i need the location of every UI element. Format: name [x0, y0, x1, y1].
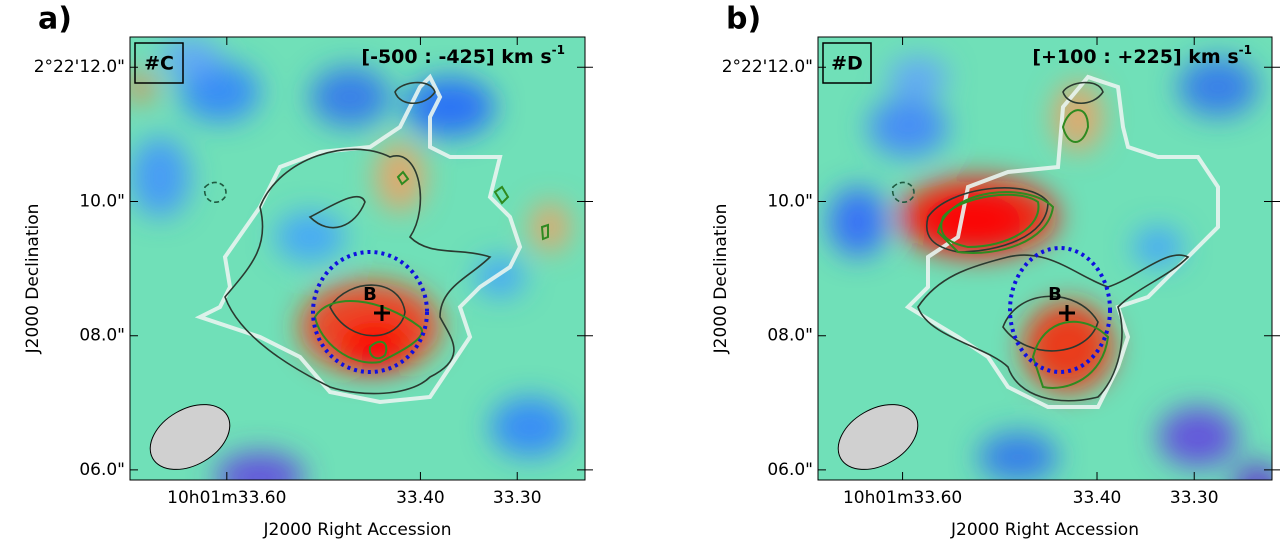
source-cross [374, 305, 390, 321]
dashed-contour [203, 181, 227, 203]
map-blob [978, 432, 1058, 480]
green-contour [936, 191, 1055, 254]
velocity-range: [+100 : +225] km s-1 [1032, 43, 1252, 68]
velocity-exponent: -1 [1239, 43, 1252, 57]
y-tick-label: 08.0" [79, 326, 125, 346]
velocity-exponent: -1 [552, 43, 565, 57]
x-tick-label: 33.30 [493, 488, 542, 508]
y-tick-label: 08.0" [767, 326, 813, 346]
map-blob [868, 97, 948, 157]
x-tick-label: 33.40 [396, 488, 445, 508]
x-tick-label: 10h01m33.60 [167, 488, 286, 508]
map-blob [340, 322, 410, 372]
panel-tag: #D [831, 53, 863, 75]
tag-box [134, 42, 184, 84]
dark-contour [917, 254, 1190, 402]
green-contour [1061, 109, 1090, 143]
x-tick-label: 33.40 [1073, 488, 1122, 508]
green-contour [313, 300, 423, 364]
y-axis-label: J2000 Declination [711, 204, 731, 355]
x-tick-label: 33.30 [1170, 488, 1219, 508]
map-blob [1234, 462, 1272, 480]
y-tick-label: 06.0" [767, 460, 813, 480]
overlay: B [149, 73, 549, 470]
map-blob [475, 257, 525, 297]
map-blob [530, 202, 570, 252]
x-axis-label: J2000 Right Accession [263, 520, 452, 540]
map-blob [130, 72, 155, 102]
green-contour [540, 223, 549, 241]
map-blob [1158, 407, 1238, 467]
x-axis-label: J2000 Right Accession [950, 520, 1139, 540]
y-tick-label: 10.0" [79, 191, 125, 211]
map-blobs [828, 57, 1272, 480]
frame [817, 36, 1273, 481]
dark-contour [1062, 81, 1104, 105]
panel-label: a) [38, 2, 72, 37]
panel: B #D [+100 : +225] km s-1 10h01m33.60 33.40 3… [711, 36, 1280, 540]
map-blob [180, 62, 260, 122]
panel-label: b) [726, 2, 761, 37]
x-tick-label: 10h01m33.60 [843, 488, 962, 508]
white-contour [194, 73, 523, 405]
source-label: B [363, 284, 377, 305]
white-contour [904, 74, 1220, 409]
dark-contour [394, 81, 436, 105]
dark-contour [308, 195, 366, 229]
map-blob [888, 57, 948, 97]
source-cross [1059, 305, 1075, 321]
y-tick-label: 10.0" [767, 191, 813, 211]
y-tick-label: 2°22'12.0" [34, 57, 125, 77]
aperture [311, 250, 429, 374]
map-blob [130, 137, 190, 217]
map-blob [405, 77, 495, 137]
dark-contour [329, 284, 406, 337]
dark-contour [224, 148, 492, 395]
green-contour [1031, 320, 1110, 389]
dark-contour [1002, 295, 1099, 352]
source-label: B [1048, 284, 1062, 305]
map-blob [215, 452, 305, 480]
frame [129, 36, 586, 481]
green-contour [493, 185, 510, 205]
panel-tag: #C [144, 53, 174, 75]
beam [149, 404, 231, 470]
map-blob [375, 142, 425, 212]
map-blob [490, 397, 570, 457]
panel: B #C [-500 : -425] km s-1 10h01m33.60 33.40 3… [23, 36, 593, 540]
map-blob [828, 187, 888, 257]
map-blob [310, 67, 390, 127]
velocity-text: [-500 : -425] km s [361, 46, 551, 68]
velocity-range: [-500 : -425] km s-1 [361, 43, 565, 68]
map-blob [1178, 57, 1258, 117]
overlay: B [837, 74, 1220, 470]
map-blob [923, 197, 1023, 247]
map-image: B [818, 37, 1272, 480]
dashed-contour [891, 181, 915, 203]
tag-box [822, 42, 872, 84]
beam [837, 404, 919, 470]
map-image: B [130, 37, 585, 480]
aperture [1008, 246, 1112, 374]
green-contour [368, 340, 388, 360]
map-blob [275, 212, 345, 262]
map-blob [160, 37, 220, 77]
y-tick-label: 2°22'12.0" [722, 57, 813, 77]
green-contour [940, 193, 1040, 249]
y-tick-label: 06.0" [79, 460, 125, 480]
velocity-text: [+100 : +225] km s [1032, 46, 1238, 68]
dark-contour [926, 187, 1049, 253]
y-axis-label: J2000 Declination [23, 204, 43, 355]
green-contour [396, 170, 410, 186]
